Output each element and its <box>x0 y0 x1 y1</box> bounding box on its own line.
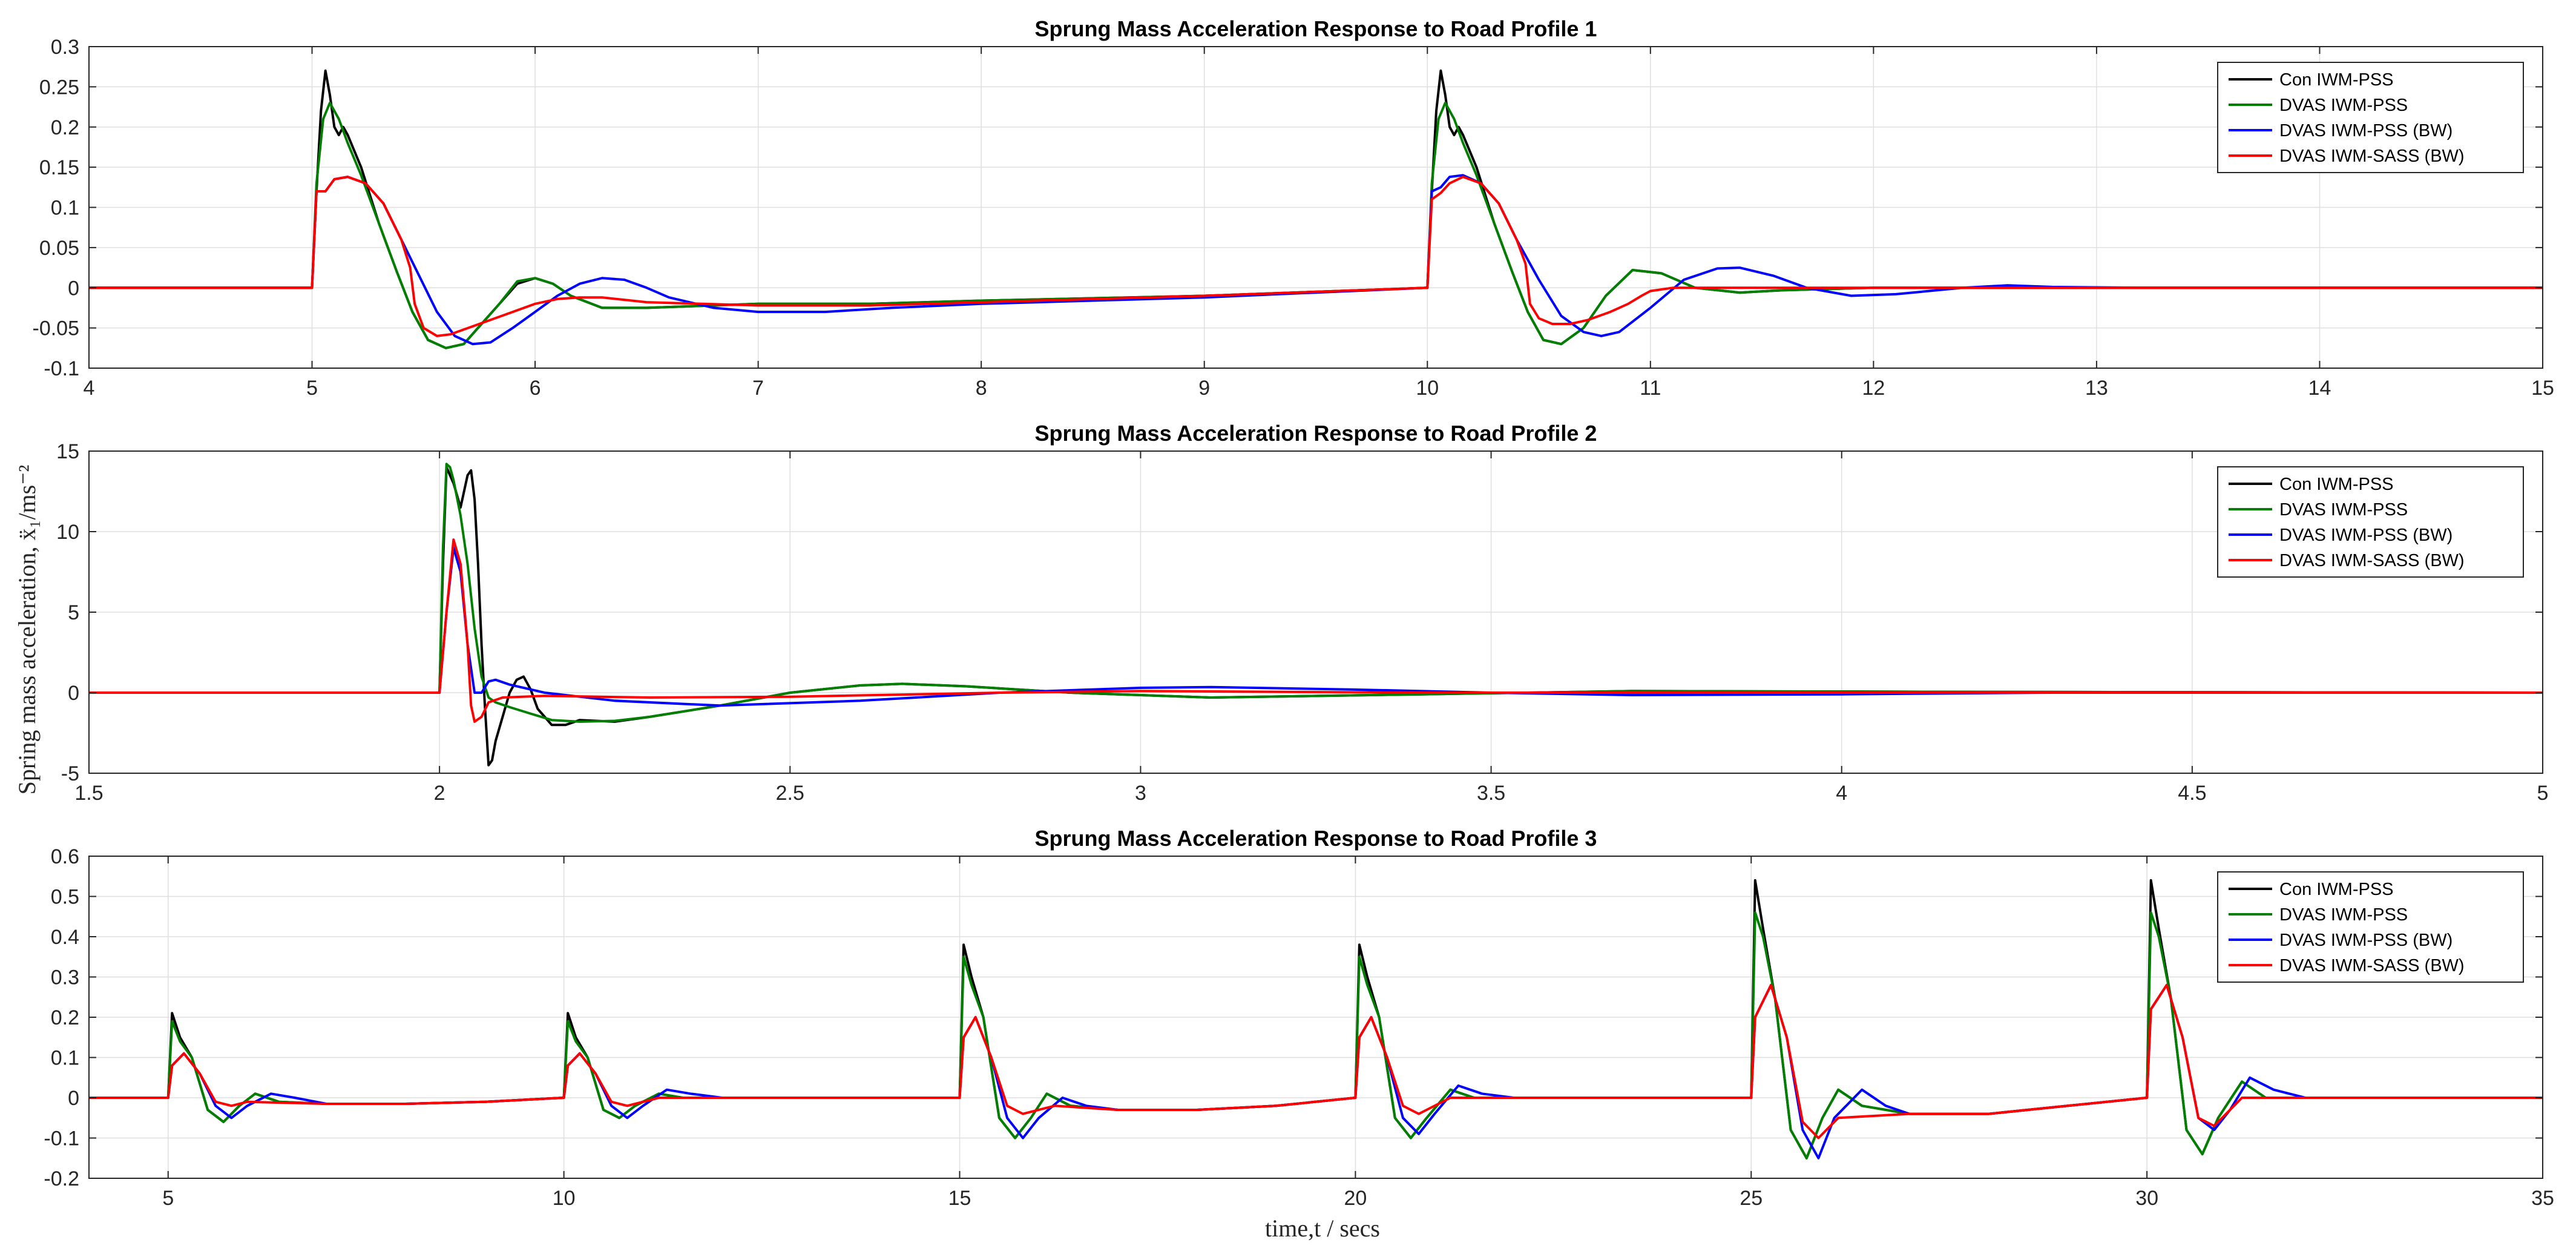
x-tick-label: 20 <box>1344 1187 1367 1210</box>
x-tick-label: 9 <box>1198 377 1210 400</box>
y-tick-label: 10 <box>56 521 79 544</box>
x-tick-label: 7 <box>752 377 764 400</box>
y-tick-label: 0 <box>68 277 79 300</box>
y-tick-label: 5 <box>68 601 79 624</box>
chart-panel-3: 5 10 15 20 25 30 35 -0.2 -0.1 0 0.1 0.2 0.3 0.4 0.5 0.6… <box>44 826 2554 1210</box>
series-line-dvas-iwm-sass-bw- <box>89 538 2543 723</box>
x-tick-label: 4 <box>1836 782 1847 805</box>
y-tick-label: 0.3 <box>51 966 79 989</box>
x-tick-label: 2 <box>434 782 445 805</box>
y-tick-label: 0.1 <box>51 1047 79 1070</box>
chart-title: Sprung Mass Acceleration Response to Roa… <box>1035 826 1597 851</box>
y-tick-label: -5 <box>61 762 79 785</box>
x-tick-label: 10 <box>1416 377 1439 400</box>
legend-entry: Con IWM-PSS <box>2279 475 2394 494</box>
y-tick-label: 0 <box>68 1087 79 1110</box>
x-tick-label: 4.5 <box>2178 782 2206 805</box>
chart-title: Sprung Mass Acceleration Response to Roa… <box>1035 16 1597 41</box>
chart-panel-1: 4 5 6 7 8 9 10 11 12 13 14 15 -0.1 -0.05 0 0.05 0.1 0.15 0… <box>33 16 2554 400</box>
x-tick-label: 10 <box>553 1187 576 1210</box>
legend: Con IWM-PSS DVAS IWM-PSS DVAS IWM-PSS (BW)… <box>2217 62 2524 173</box>
series-line-dvas-iwm-sass-bw- <box>89 176 2543 337</box>
x-tick-label: 6 <box>530 377 541 400</box>
x-tick-label: 30 <box>2135 1187 2158 1210</box>
legend-entry: Con IWM-PSS <box>2279 880 2394 899</box>
x-tick-label: 4 <box>84 377 95 400</box>
legend: Con IWM-PSS DVAS IWM-PSS DVAS IWM-PSS (BW)… <box>2217 871 2524 983</box>
chart-title: Sprung Mass Acceleration Response to Roa… <box>1035 421 1597 446</box>
legend-box <box>2217 871 2524 983</box>
x-tick-label: 3 <box>1135 782 1146 805</box>
y-tick-label: -0.05 <box>33 317 80 340</box>
y-tick-label: 15 <box>56 440 79 463</box>
y-axis-label: Spring mass acceleration, ẍ₁/ms⁻² <box>13 465 41 795</box>
chart-panels: 4 5 6 7 8 9 10 11 12 13 14 15-0.1-0.0500.050.10.150… <box>33 16 2554 1210</box>
x-tick-label: 3.5 <box>1477 782 1505 805</box>
legend-entry: DVAS IWM-PSS <box>2279 96 2408 115</box>
legend-entry: DVAS IWM-PSS (BW) <box>2279 121 2453 140</box>
y-tick-label: 0.2 <box>51 116 79 139</box>
chart-panel-2: 1.5 2 2.5 3 3.5 4 4.5 5 -5 0 5 10 15 Sprung Mass Acce… <box>56 421 2548 805</box>
y-tick-label: 0.3 <box>51 36 79 59</box>
series-group <box>89 879 2543 1160</box>
legend-entry: DVAS IWM-SASS (BW) <box>2279 956 2465 975</box>
series-line-dvas-iwm-pss <box>89 463 2543 723</box>
legend-entry: DVAS IWM-PSS (BW) <box>2279 526 2453 545</box>
legend-entry: DVAS IWM-SASS (BW) <box>2279 147 2465 166</box>
y-tick-label: 0.15 <box>39 156 79 179</box>
legend-entry: DVAS IWM-SASS (BW) <box>2279 551 2465 570</box>
y-tick-label: 0.5 <box>51 886 79 909</box>
legend-box <box>2217 62 2524 173</box>
series-line-dvas-iwm-sass-bw- <box>89 983 2543 1140</box>
y-tick-label: -0.1 <box>44 357 79 380</box>
legend-entry: Con IWM-PSS <box>2279 70 2394 90</box>
y-tick-label: 0.6 <box>51 845 79 868</box>
x-tick-label: 2.5 <box>776 782 804 805</box>
x-tick-label: 1.5 <box>74 782 103 805</box>
y-tick-label: 0.05 <box>39 237 79 260</box>
y-tick-label: 0.25 <box>39 76 79 99</box>
y-tick-label: 0 <box>68 682 79 705</box>
legend-entry: DVAS IWM-PSS (BW) <box>2279 931 2453 950</box>
x-tick-label: 5 <box>162 1187 174 1210</box>
x-axis-label: time,t / secs <box>1265 1215 1380 1242</box>
x-tick-label: 5 <box>306 377 318 400</box>
series-group <box>89 69 2543 349</box>
x-tick-label: 11 <box>1640 377 1661 400</box>
x-tick-label: 12 <box>1862 377 1885 400</box>
x-tick-label: 8 <box>976 377 987 400</box>
series-line-dvas-iwm-pss-bw- <box>89 174 2543 346</box>
legend: Con IWM-PSS DVAS IWM-PSS DVAS IWM-PSS (BW)… <box>2217 466 2524 578</box>
y-tick-label: -0.2 <box>44 1167 79 1190</box>
y-tick-label: -0.1 <box>44 1127 79 1150</box>
y-tick-label: 0.2 <box>51 1006 79 1029</box>
x-tick-label: 14 <box>2308 377 2331 400</box>
legend-entry: DVAS IWM-PSS <box>2279 500 2408 520</box>
x-tick-label: 5 <box>2537 782 2549 805</box>
series-group <box>89 463 2543 767</box>
y-tick-label: 0.4 <box>51 926 79 949</box>
legend-box <box>2217 466 2524 578</box>
legend-entry: DVAS IWM-PSS <box>2279 905 2408 925</box>
x-tick-label: 13 <box>2085 377 2108 400</box>
y-tick-label: 0.1 <box>51 197 79 220</box>
x-tick-label: 15 <box>2531 377 2554 400</box>
x-tick-label: 25 <box>1740 1187 1763 1210</box>
x-tick-label: 15 <box>948 1187 971 1210</box>
x-tick-label: 35 <box>2531 1187 2554 1210</box>
